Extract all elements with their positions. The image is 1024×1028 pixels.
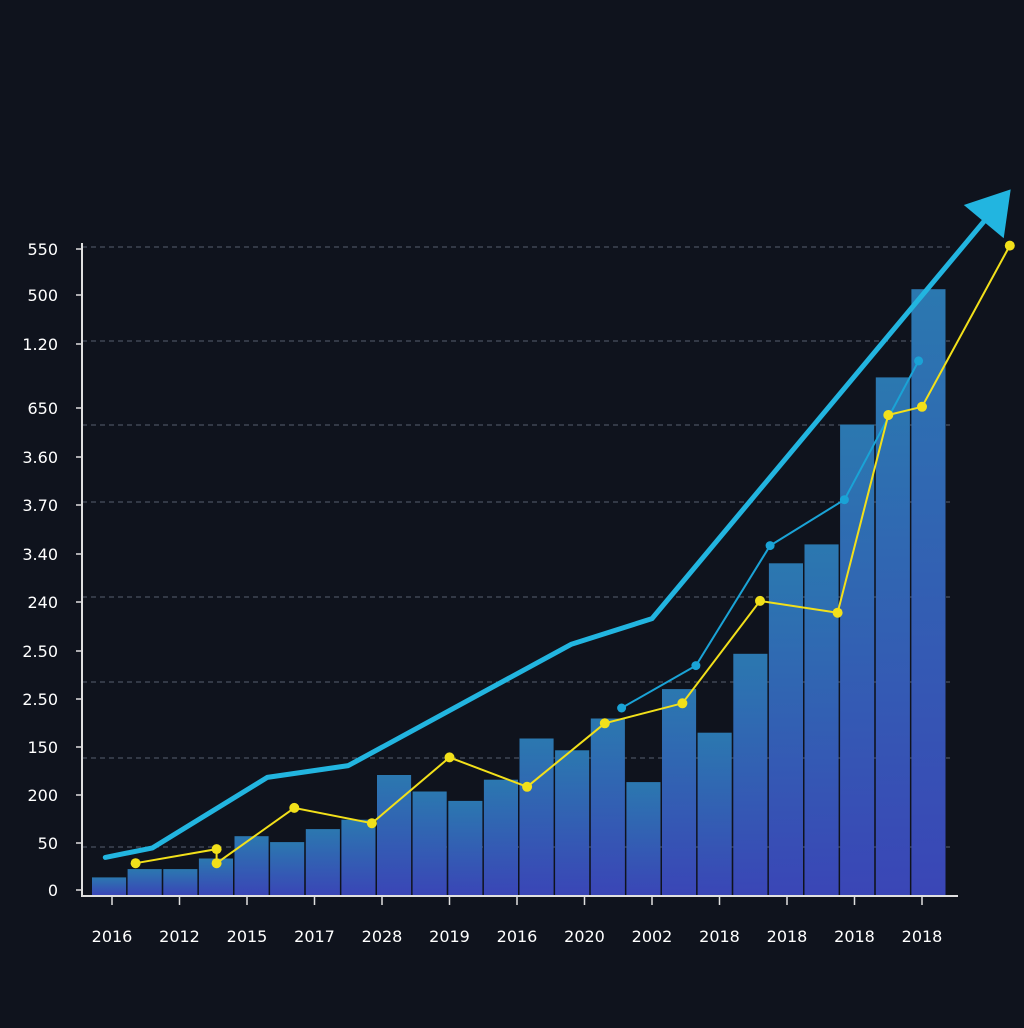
bar [590,718,625,895]
bar [875,377,910,895]
yellow-series-point [755,595,765,606]
bar [733,653,768,895]
x-tick-label: 2018 [834,927,875,946]
lines-layer [102,189,1015,869]
trend-arrowhead [963,189,1011,239]
y-tick-label: 0 [48,881,58,900]
y-tick-label: 200 [27,786,58,805]
y-tick-label: 1.20 [22,335,58,354]
x-tick-label: 2028 [362,927,403,946]
y-tick-label: 2.50 [22,690,58,709]
bar [127,869,162,895]
bar [519,738,554,895]
bar [448,800,483,895]
bar [92,877,127,895]
x-tick-label: 2018 [902,927,943,946]
axes-layer [81,243,958,897]
trend-line [102,196,1006,860]
bar [662,689,697,895]
bar [305,829,340,895]
y-tick-label: 3.40 [22,545,58,564]
ticks-layer: 0 50 200 150 2.50 2.50 240 3.40 3.70 3.60 650 1.20 5… [22,240,942,946]
y-tick-label: 500 [27,286,58,305]
y-tick-label: 3.70 [22,496,58,515]
yellow-series-point [211,858,222,869]
bar [270,842,305,895]
bar [697,732,732,895]
cyan-series-point [765,541,775,551]
y-tick-label: 2.50 [22,642,58,661]
yellow-series-point [677,698,688,709]
y-tick-label: 240 [27,593,58,612]
yellow-series-point [130,858,141,869]
cyan-series-point [839,495,849,505]
x-tick-label: 2018 [699,927,740,946]
yellow-series-point [883,410,894,420]
yellow-series-point [444,752,455,763]
x-tick-label: 2018 [767,927,808,946]
bar [341,819,376,895]
bar [234,836,269,895]
y-tick-label: 550 [27,240,58,259]
yellow-series-point [1004,240,1015,251]
x-tick-label: 2002 [632,927,673,946]
bar [412,791,447,895]
x-tick-label: 2012 [159,927,200,946]
x-tick-label: 2016 [497,927,538,946]
y-tick-label: 150 [27,738,58,757]
x-tick-label: 2020 [564,927,605,946]
yellow-series-point [211,844,222,855]
bar [483,779,518,895]
bar [626,782,661,895]
x-tick-label: 2015 [227,927,268,946]
bar [804,544,839,895]
yellow-series-point [599,718,610,729]
cyan-series-point [691,661,701,671]
x-tick-label: 2019 [429,927,470,946]
cyan-series-point [914,356,924,366]
yellow-series-point [366,818,377,829]
x-tick-label: 2016 [92,927,133,946]
yellow-series-point [289,802,300,813]
yellow-series-point [522,781,533,792]
y-tick-label: 3.60 [22,448,58,467]
bar [911,289,946,895]
yellow-series-point [832,607,843,618]
grid-layer [82,246,950,848]
cyan-series-point [617,703,627,713]
y-tick-label: 50 [38,834,58,853]
y-tick-label: 650 [27,399,58,418]
bar [768,563,803,895]
yellow-series-line [135,245,1011,866]
yellow-series-point [917,401,927,412]
bar [555,750,590,895]
bar [840,424,875,895]
bar [163,869,198,895]
bars-layer [92,289,946,895]
x-tick-label: 2017 [294,927,335,946]
